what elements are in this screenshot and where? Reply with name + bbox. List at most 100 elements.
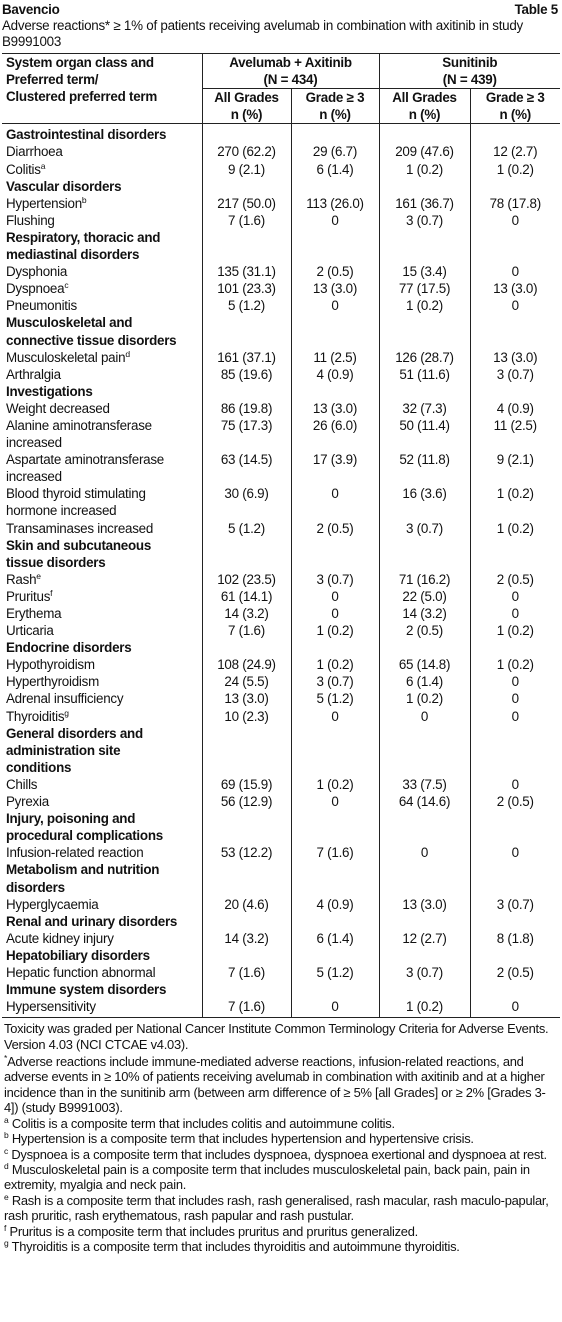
empty-cell (290, 314, 379, 349)
term-cell: Investigations (2, 383, 202, 400)
term-text: Blood thyroid stimulating hormone increa… (6, 486, 146, 519)
term-label: Pruritusf (6, 588, 53, 605)
footnote: Toxicity was graded per National Cancer … (4, 1021, 556, 1052)
value-cell: 1 (0.2) (378, 690, 470, 708)
value-cell: 1 (0.2) (378, 160, 470, 178)
value-cell: 209 (47.6) (378, 143, 470, 161)
term-cell: Colitisa (2, 161, 202, 178)
value-cell: 1 (0.2) (469, 656, 560, 674)
value-cell: 32 (7.3) (378, 399, 470, 417)
term-text: Arthralgia (6, 366, 61, 382)
category-label: Hepatobiliary disorders (6, 947, 150, 963)
term-text: Adrenal insufficiency (6, 691, 124, 707)
value-cell: 0 (469, 707, 560, 725)
term-cell: Endocrine disorders (2, 639, 202, 656)
empty-cell (290, 810, 379, 845)
term-cell: Pruritusf (2, 588, 202, 605)
empty-cell (469, 981, 560, 999)
table-head: System organ class and Preferred term/Clu… (2, 52, 560, 125)
value-cell: 3 (0.7) (469, 365, 560, 383)
term-cell: Injury, poisoning and procedural complic… (2, 810, 202, 844)
empty-cell (290, 177, 379, 195)
value-cell: 0 (469, 297, 560, 315)
term-cell: Blood thyroid stimulating hormone increa… (2, 485, 202, 519)
footnote-mark: f (4, 1222, 7, 1233)
sub-header-line: All Grades (392, 90, 457, 106)
empty-cell (469, 639, 560, 657)
category-row: Renal and urinary disorders (2, 912, 560, 930)
term-label: Dyspnoeac (6, 280, 69, 297)
footnote-mark: g (4, 1237, 9, 1248)
item-row: Thyroiditisg 10 (2.3) 0 0 0 (2, 707, 560, 725)
footnote: *Adverse reactions include immune-mediat… (4, 1054, 556, 1116)
item-row: Pneumonitis 5 (1.2) 0 1 (0.2) 0 (2, 297, 560, 315)
term-cell: Adrenal insufficiency (2, 690, 202, 707)
value-cell: 217 (50.0) (201, 194, 291, 212)
term-label: Hypothyroidism (6, 656, 95, 673)
empty-cell (201, 228, 291, 264)
item-row: Infusion-related reaction 53 (12.2) 7 (1.6… (2, 844, 560, 862)
value-cell: 161 (36.7) (378, 194, 470, 212)
head-row: System organ class and Preferred term/Clu… (2, 52, 560, 125)
term-label: Hypersensitivity (6, 998, 96, 1015)
value-cell: 2 (0.5) (469, 963, 560, 982)
value-cell: 102 (23.5) (201, 570, 291, 588)
term-cell: Renal and urinary disorders (2, 913, 202, 930)
empty-cell (469, 536, 560, 571)
value-cell: 0 (469, 775, 560, 794)
term-text: Acute kidney injury (6, 930, 114, 946)
empty-cell (290, 536, 379, 571)
sub-header: All Grades n (%) (201, 88, 291, 125)
value-cell: 16 (3.6) (378, 485, 470, 520)
value-cell: 1 (0.2) (469, 519, 560, 537)
group-name: Sunitinib (442, 55, 498, 70)
group-name: Avelumab + Axitinib (229, 55, 352, 70)
value-cell: 13 (3.0) (469, 348, 560, 366)
category-row: Respiratory, thoracic and mediastinal di… (2, 228, 560, 264)
group-header: Avelumab + Axitinib (N = 434) (201, 52, 379, 90)
value-cell: 29 (6.7) (290, 143, 379, 161)
term-cell: Hypothyroidism (2, 656, 202, 673)
sub-header-line: n (%) (230, 107, 263, 123)
term-label: Thyroiditisg (6, 708, 69, 725)
item-row: Pyrexia 56 (12.9) 0 64 (14.6) 2 (0.5) (2, 793, 560, 811)
term-text: Chills (6, 776, 38, 792)
term-cell: Hyperglycaemia (2, 896, 202, 913)
value-cell: 12 (2.7) (469, 143, 560, 161)
empty-cell (378, 981, 470, 999)
term-cell: Metabolism and nutrition disorders (2, 861, 202, 895)
value-cell: 26 (6.0) (290, 416, 379, 452)
value-cell: 1 (0.2) (290, 775, 379, 794)
item-row: Chills 69 (15.9) 1 (0.2) 33 (7.5) 0 (2, 775, 560, 794)
empty-cell (290, 724, 379, 776)
category-row: Immune system disorders (2, 981, 560, 999)
value-cell: 1 (0.2) (469, 485, 560, 520)
value-cell: 7 (1.6) (201, 622, 291, 640)
item-row: Arthralgia 85 (19.6) 4 (0.9) 51 (11.6) 3 (0.… (2, 365, 560, 383)
term-label: Infusion-related reaction (6, 844, 144, 861)
category-label: Injury, poisoning and procedural complic… (6, 811, 163, 844)
category-row: General disorders and administration sit… (2, 724, 560, 776)
value-cell: 64 (14.6) (378, 793, 470, 811)
value-cell: 113 (26.0) (290, 194, 379, 212)
term-label: Hepatic function abnormal (6, 964, 156, 981)
term-cell: Vascular disorders (2, 178, 202, 195)
sub-header-line: n (%) (319, 107, 351, 123)
footnote: c Dyspnoea is a composite term that incl… (4, 1146, 556, 1162)
term-text: Hyperglycaemia (6, 896, 99, 912)
empty-cell (378, 861, 470, 896)
item-row: Rashe 102 (23.5) 3 (0.7) 71 (16.2) 2 (0.5) (2, 570, 560, 588)
term-cell: Dysphonia (2, 263, 202, 280)
footnote: e Rash is a composite term that includes… (4, 1192, 556, 1224)
term-cell: Skin and subcutaneous tissue disorders (2, 537, 202, 571)
term-text: Thyroiditis (6, 708, 65, 724)
item-row: Weight decreased 86 (19.8) 13 (3.0) 32 (7.3… (2, 399, 560, 417)
footnote-text: Adverse reactions include immune-mediate… (4, 1054, 546, 1116)
value-cell: 3 (0.7) (469, 895, 560, 913)
value-cell: 11 (2.5) (290, 348, 379, 366)
category-label: Metabolism and nutrition disorders (6, 862, 160, 895)
empty-cell (469, 861, 560, 896)
